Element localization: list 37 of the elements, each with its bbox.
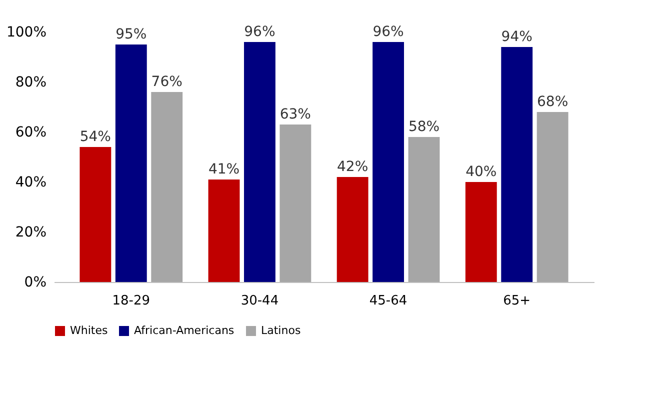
data-label: 40%: [466, 164, 497, 180]
bar: [115, 44, 147, 282]
data-label: 76%: [151, 74, 182, 90]
legend-label: Latinos: [261, 324, 301, 337]
x-tick-label: 18-29: [112, 294, 150, 308]
legend-label: African-Americans: [134, 324, 234, 337]
x-tick-label: 30-44: [240, 294, 279, 308]
bar: [208, 180, 240, 282]
bar: [501, 47, 533, 282]
data-label: 96%: [244, 24, 276, 40]
legend-label: Whites: [70, 324, 108, 337]
bar: [372, 42, 404, 282]
data-label: 68%: [537, 94, 568, 110]
data-label: 94%: [501, 29, 532, 45]
bar: [280, 124, 312, 282]
y-tick-label: 60%: [15, 124, 46, 140]
data-label: 58%: [408, 119, 440, 135]
bar: [336, 177, 368, 282]
x-tick-label: 45-64: [369, 294, 408, 308]
bar: [465, 182, 497, 282]
bar: [244, 42, 276, 282]
data-label: 54%: [80, 129, 111, 145]
y-tick-label: 20%: [15, 224, 46, 240]
data-label: 96%: [372, 24, 404, 40]
x-tick-label: 65+: [503, 294, 531, 308]
y-tick-label: 0%: [24, 274, 46, 290]
y-tick-label: 40%: [15, 174, 46, 190]
y-tick-label: 80%: [15, 74, 46, 90]
bar: [536, 112, 568, 282]
data-label: 95%: [116, 26, 147, 42]
bar: [80, 147, 112, 282]
bar: [151, 92, 183, 282]
bar: [408, 137, 440, 282]
data-label: 42%: [337, 159, 368, 175]
data-label: 41%: [208, 162, 240, 178]
data-label: 63%: [280, 106, 311, 122]
y-tick-label: 100%: [6, 24, 46, 40]
